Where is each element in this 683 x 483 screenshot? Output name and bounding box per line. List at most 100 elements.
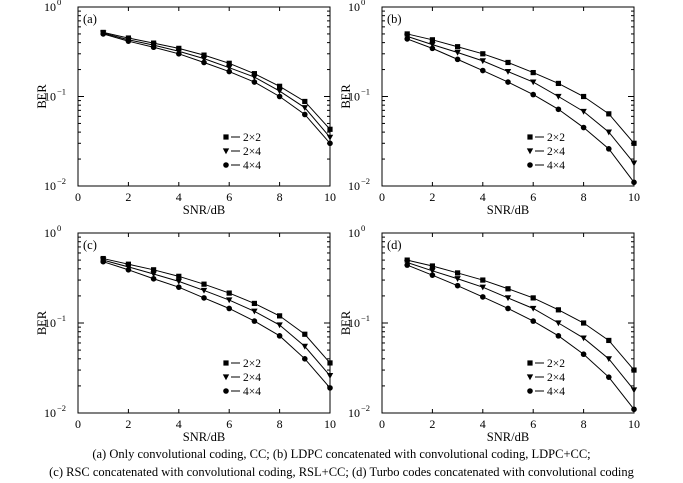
panel-b-legend-entry: 4×4 [527,160,565,172]
panel-b-legend-marker [526,148,534,155]
panel-d-series-1-point [505,286,511,292]
panel-b-series-2-point [555,93,562,100]
panel-a-legend-marker [223,162,229,168]
panel-b-xlabel: SNR/dB [487,203,529,217]
panel-a-series-1-point [201,52,207,58]
panel-b-series-1-point [581,93,587,100]
panel-b-xtick-label: 6 [530,190,536,204]
panel-b-series-3-point [429,45,436,52]
panel-c-frame [77,232,331,414]
panel-a-series-1-point [176,45,182,51]
caption-line-2: (c) RSC concatenated with convolutional … [49,465,634,479]
panel-d-label: (d) [387,238,402,252]
panel-a-series-3-point [251,79,258,85]
panel-c-ytick-exponent: −1 [57,313,66,323]
panel-c-xtick-label: 8 [277,417,283,431]
panel-a-legend-marker [222,148,230,155]
panel-c-series-2 [100,257,334,379]
panel-d-xtick-label: 4 [480,417,486,431]
panel-c-ytick-exponent: 0 [57,223,61,233]
panel-b-series-2-point [530,79,537,86]
panel-a-legend-label: 2×4 [243,146,261,158]
panel-a-series-3 [100,31,333,147]
panel-d-series-2-point [580,335,587,342]
panel-b-series-2-point [580,108,587,115]
panel-d-series-1-point [581,320,587,326]
panel-d-series-2-point [479,284,486,291]
panel-b-series-2-point [429,42,436,48]
panel-a-xtick-label: 6 [226,190,232,204]
panel-d-series-3-point [580,351,587,358]
panel-a-ytick-exponent: 0 [57,0,61,7]
panel-a-legend-entry: 4×4 [223,160,261,172]
panel-a-series-1-point [226,60,232,66]
panel-c-series-2-point [226,297,233,304]
panel-c-series-1-line [103,258,331,364]
panel-b-series-3-point [530,91,536,98]
panel-a-series-2-point [326,134,334,141]
panel-b-series-2-point [504,68,512,75]
panel-d-legend-entry: 2×4 [526,372,565,384]
panel-c-series-2-point [301,343,308,350]
panel-d-frame [381,232,635,414]
panel-b-ytick-label: 10 [348,90,360,104]
panel-b-series-3-point [606,146,612,152]
panel-b-legend-marker [527,134,533,140]
panel-d-legend-label: 2×2 [547,358,565,370]
panel-d-series-3-point [530,318,536,324]
panel-d-series-1-point [555,307,561,313]
panel-b-series-2-point [479,58,486,65]
panel-d-ytick-exponent: 0 [361,223,365,233]
panel-c-legend-label: 4×4 [243,386,261,398]
panel-a-series-2 [100,30,334,141]
panel-a-ytick-exponent: −1 [57,87,66,97]
panel-c-series-3-point [201,295,207,301]
panel-a-series-1-point [251,71,257,77]
panel-c-legend-marker [223,388,229,394]
panel-b-legend-label: 2×4 [547,146,565,158]
panel-d-series-3-point [505,305,511,312]
panel-d-series-1-point [631,367,637,373]
panel-a-series-3-point [276,93,283,100]
panel-b-series-1 [404,31,637,146]
panel-d-series-2-point [429,268,436,275]
panel-d-series-1-line [407,259,635,371]
panel-c-series-1-point [176,273,182,279]
panel-a-xtick-label: 0 [75,190,81,204]
panel-d-series-3-point [555,333,562,339]
panel-c-legend-entry: 4×4 [223,386,261,398]
panel-d-series-1-point [429,263,435,269]
panel-a-series-2-point [301,105,308,111]
panel-d-xlabel: SNR/dB [487,430,529,444]
panel-a-legend-label: 4×4 [243,160,261,172]
panel-c-series-1-point [251,300,257,307]
panel-c-series-2-point [150,271,157,278]
panel-a-ytick-label: 10 [44,179,56,193]
panel-c-series-3-point [302,356,308,362]
panel-d-series-3-point [404,262,411,268]
panel-b-series-1-point [505,59,511,66]
panel-b-xtick-label: 10 [628,190,640,204]
panel-c-legend-label: 2×2 [243,358,261,370]
panel-b-series-2-point [454,49,461,56]
panel-d-series-2-point [630,387,638,394]
panel-d-series-3-point [454,282,461,289]
panel-a-series-1-point [277,83,283,89]
panel-d-series-1-point [530,295,536,301]
panel-b-series-3 [404,36,637,186]
panel-c-series-1-point [201,281,207,287]
panel-a-series-1-point [302,98,308,105]
panel-d-series-1-point [606,337,612,344]
panel-d-legend-marker [526,374,534,381]
panel-c-series-2-line [103,259,331,376]
panel-c-series-2-point [276,322,283,329]
panel-c-series-1-point [327,360,333,366]
panel-c-xtick-label: 4 [176,417,182,431]
panel-a-xtick-label: 4 [176,190,182,204]
panel-c-xtick-label: 6 [226,417,232,431]
panel-d-ytick-label: 10 [348,316,360,330]
panel-b-series-3-line [407,38,635,183]
